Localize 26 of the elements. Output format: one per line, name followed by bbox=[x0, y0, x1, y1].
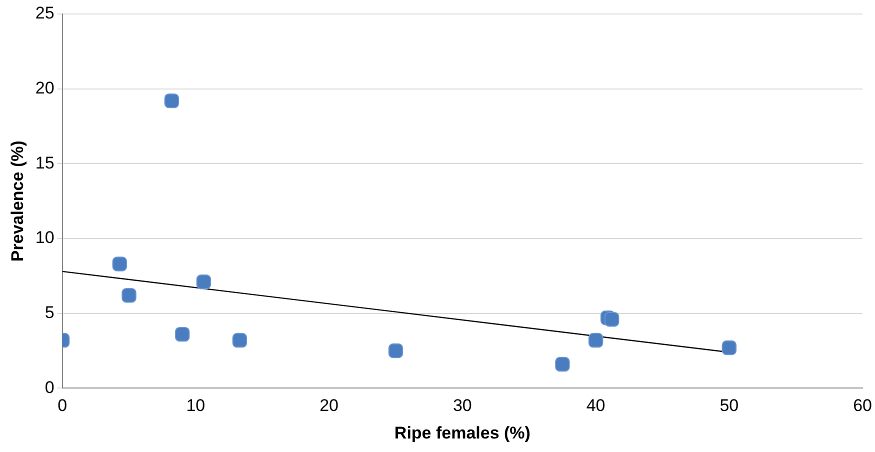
y-tick-label: 5 bbox=[44, 303, 54, 322]
x-tick-label: 30 bbox=[452, 396, 472, 416]
point bbox=[232, 332, 248, 348]
x-tick-label: 0 bbox=[58, 396, 68, 416]
point bbox=[164, 93, 180, 108]
y-tick-label: 25 bbox=[35, 4, 54, 23]
x-tick-label: 60 bbox=[853, 396, 872, 416]
y-tick-label: 15 bbox=[35, 153, 54, 172]
point bbox=[388, 343, 404, 358]
point bbox=[722, 340, 737, 356]
point bbox=[174, 326, 190, 342]
x-tick-label: 50 bbox=[720, 396, 739, 416]
x-tick-label: 10 bbox=[186, 396, 206, 416]
point bbox=[196, 274, 212, 290]
x-axis-title: Ripe females (%) bbox=[394, 423, 530, 442]
x-tick-label: 20 bbox=[320, 396, 339, 416]
y-axis-title: Prevalence (%) bbox=[8, 140, 27, 262]
y-tick-label: 10 bbox=[35, 228, 54, 248]
y-tick-label: 0 bbox=[44, 378, 54, 397]
x-tick-label: 40 bbox=[586, 396, 606, 416]
point bbox=[122, 288, 136, 303]
point bbox=[604, 312, 620, 327]
point bbox=[555, 356, 570, 372]
point bbox=[588, 332, 604, 348]
y-tick-label: 20 bbox=[35, 78, 54, 98]
point bbox=[112, 256, 128, 272]
